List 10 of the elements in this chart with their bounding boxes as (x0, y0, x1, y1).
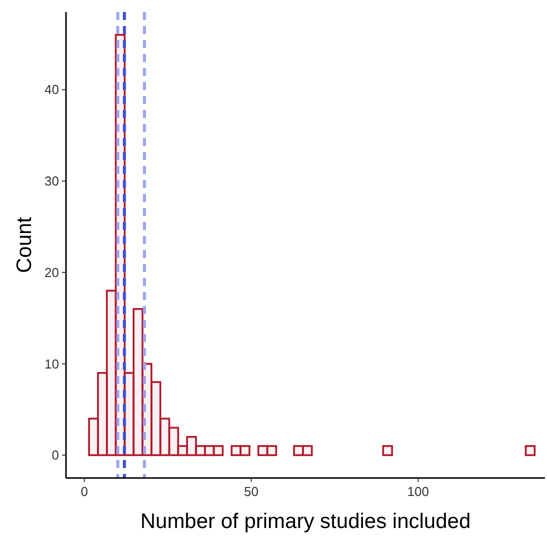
y-tick-label: 20 (44, 264, 59, 280)
y-axis-title: Count (13, 216, 36, 274)
x-tick-label: 100 (407, 484, 430, 499)
y-tick-label: 0 (52, 448, 59, 463)
x-axis-title: Number of primary studies included (140, 510, 471, 533)
y-tick-label: 40 (44, 82, 59, 98)
x-tick-label: 50 (244, 484, 258, 499)
x-tick-label: 0 (80, 484, 88, 499)
y-tick-label: 30 (44, 174, 59, 189)
y-tick-label: 10 (44, 356, 59, 372)
